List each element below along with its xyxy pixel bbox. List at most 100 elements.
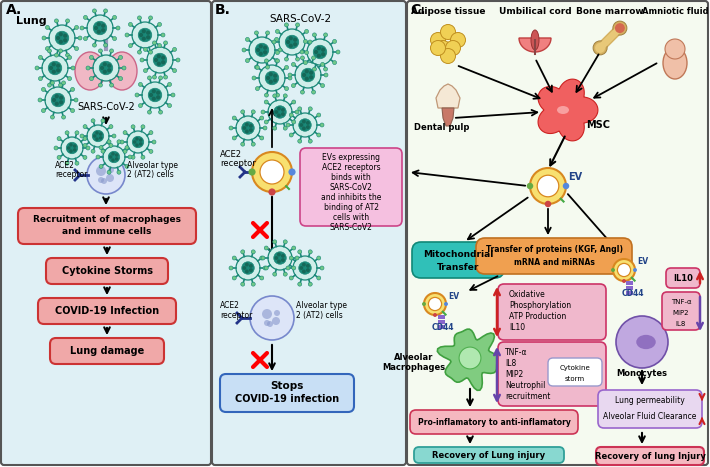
FancyBboxPatch shape xyxy=(548,358,602,386)
Circle shape xyxy=(131,155,135,159)
Circle shape xyxy=(272,40,276,44)
Circle shape xyxy=(297,282,302,286)
Circle shape xyxy=(49,25,75,51)
Circle shape xyxy=(123,149,127,153)
Circle shape xyxy=(288,169,295,176)
Circle shape xyxy=(143,69,148,72)
Circle shape xyxy=(530,168,566,204)
Circle shape xyxy=(109,151,120,163)
Circle shape xyxy=(324,33,327,37)
Circle shape xyxy=(41,109,45,113)
Circle shape xyxy=(251,250,256,254)
Circle shape xyxy=(119,56,123,59)
Circle shape xyxy=(289,36,293,40)
Circle shape xyxy=(65,19,70,23)
Circle shape xyxy=(275,37,278,42)
Circle shape xyxy=(312,56,315,60)
Circle shape xyxy=(146,35,151,39)
Circle shape xyxy=(440,24,456,40)
Circle shape xyxy=(618,263,630,276)
Circle shape xyxy=(99,132,102,136)
Circle shape xyxy=(138,104,143,107)
Circle shape xyxy=(292,120,296,124)
Circle shape xyxy=(55,94,59,99)
Circle shape xyxy=(61,137,83,159)
Circle shape xyxy=(38,77,43,81)
Circle shape xyxy=(161,60,165,64)
Circle shape xyxy=(80,134,84,138)
Circle shape xyxy=(291,63,295,66)
Circle shape xyxy=(62,115,65,119)
Circle shape xyxy=(104,43,107,47)
Text: MSC: MSC xyxy=(586,120,610,130)
Circle shape xyxy=(158,76,163,80)
Circle shape xyxy=(305,77,309,81)
Circle shape xyxy=(142,36,146,41)
Text: mRNA and miRNAs: mRNA and miRNAs xyxy=(513,258,594,267)
Ellipse shape xyxy=(636,335,656,349)
Circle shape xyxy=(291,84,295,88)
Circle shape xyxy=(51,93,65,107)
Circle shape xyxy=(306,125,310,129)
Circle shape xyxy=(300,50,304,54)
Circle shape xyxy=(111,152,115,156)
Circle shape xyxy=(153,75,156,79)
Text: TNF-α: TNF-α xyxy=(671,299,692,305)
Circle shape xyxy=(611,268,615,272)
Circle shape xyxy=(277,260,281,263)
Circle shape xyxy=(289,113,293,117)
Circle shape xyxy=(254,65,258,69)
Circle shape xyxy=(295,62,321,88)
Circle shape xyxy=(268,80,273,84)
Circle shape xyxy=(277,253,281,256)
Circle shape xyxy=(241,110,245,114)
Circle shape xyxy=(59,100,63,104)
Circle shape xyxy=(293,113,317,137)
Circle shape xyxy=(273,78,277,82)
Circle shape xyxy=(545,201,551,207)
Circle shape xyxy=(622,279,626,283)
Circle shape xyxy=(309,71,313,75)
Circle shape xyxy=(154,58,158,62)
Circle shape xyxy=(229,126,233,130)
Circle shape xyxy=(156,95,160,99)
Circle shape xyxy=(74,98,78,102)
Circle shape xyxy=(255,43,269,57)
Circle shape xyxy=(67,56,72,59)
Circle shape xyxy=(459,347,481,369)
Circle shape xyxy=(101,28,105,32)
Circle shape xyxy=(125,146,129,149)
Circle shape xyxy=(107,140,111,144)
Circle shape xyxy=(300,90,305,94)
Circle shape xyxy=(288,76,292,80)
Circle shape xyxy=(424,293,446,315)
Circle shape xyxy=(75,47,79,50)
FancyBboxPatch shape xyxy=(220,374,354,412)
FancyBboxPatch shape xyxy=(1,1,211,465)
Circle shape xyxy=(264,100,268,104)
Circle shape xyxy=(45,47,50,50)
Circle shape xyxy=(62,81,65,85)
Circle shape xyxy=(153,53,167,67)
Circle shape xyxy=(317,113,321,117)
Text: Stops: Stops xyxy=(271,381,304,391)
Circle shape xyxy=(75,161,79,165)
Circle shape xyxy=(272,317,280,325)
Text: Adipose tissue: Adipose tissue xyxy=(411,7,485,16)
Circle shape xyxy=(285,57,288,61)
Circle shape xyxy=(138,28,152,42)
Circle shape xyxy=(161,56,165,60)
Circle shape xyxy=(285,65,288,70)
Circle shape xyxy=(133,140,136,144)
Circle shape xyxy=(260,116,263,120)
Circle shape xyxy=(112,134,116,138)
Circle shape xyxy=(67,77,72,81)
Circle shape xyxy=(289,133,293,137)
Circle shape xyxy=(295,256,299,260)
Circle shape xyxy=(252,152,292,192)
Circle shape xyxy=(111,158,115,162)
Circle shape xyxy=(149,149,153,153)
Circle shape xyxy=(65,161,69,165)
Circle shape xyxy=(283,272,288,276)
Circle shape xyxy=(69,149,72,153)
